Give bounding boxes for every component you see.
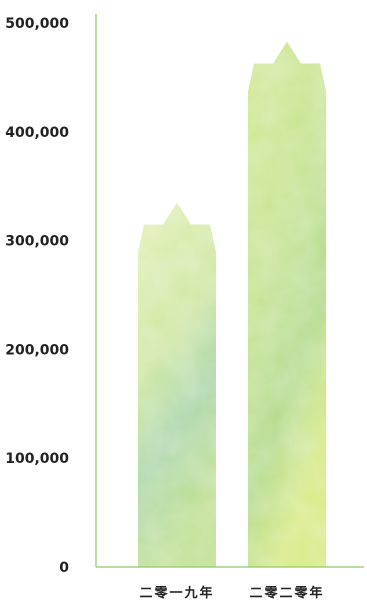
bar: [248, 41, 326, 568]
y-tick-label: 0: [59, 560, 69, 576]
x-tick-label: 二零一九年: [139, 585, 214, 601]
x-tick-label: 二零二零年: [249, 585, 324, 601]
x-tick-labels: 二零一九年 二零二零年: [139, 585, 324, 601]
y-tick-label: 500,000: [5, 16, 69, 32]
axes: [95, 14, 364, 568]
y-tick-label: 300,000: [5, 234, 69, 250]
bars-layer: [138, 41, 326, 568]
y-tick-labels: 0 100,000 200,000 300,000 400,000 500,000: [5, 16, 69, 576]
y-tick-label: 100,000: [5, 451, 69, 467]
y-tick-label: 400,000: [5, 125, 69, 141]
y-tick-label: 200,000: [5, 342, 69, 358]
bar: [138, 202, 216, 567]
